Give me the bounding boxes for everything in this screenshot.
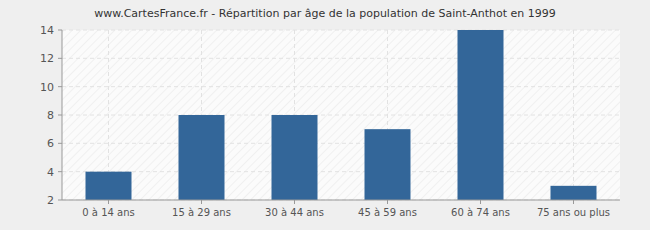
bars — [86, 30, 597, 200]
grid-line-vertical — [573, 30, 574, 200]
y-tick-label: 14 — [40, 24, 54, 37]
bar — [551, 186, 597, 200]
y-tick-label: 4 — [47, 166, 54, 179]
grid-line — [62, 200, 620, 201]
x-tick-mark — [294, 200, 295, 204]
title: www.CartesFrance.fr - Répartition par âg… — [94, 7, 556, 20]
grid-line — [62, 58, 620, 59]
background — [0, 0, 650, 230]
y-tick-label: 6 — [47, 137, 54, 150]
bar — [365, 129, 411, 200]
x-tick-label: 45 à 59 ans — [358, 207, 417, 218]
grid-line — [62, 30, 620, 31]
bar — [86, 172, 132, 200]
x-tick-mark — [201, 200, 202, 204]
y-tick-label: 12 — [40, 52, 54, 65]
x-tick-mark — [387, 200, 388, 204]
x-tick-label: 75 ans ou plus — [537, 207, 610, 218]
bar — [458, 30, 504, 200]
y-axis — [62, 30, 63, 200]
x-tick-mark — [108, 200, 109, 204]
plot-area — [62, 30, 620, 200]
y-tick-label: 10 — [40, 81, 54, 94]
tick-mark — [58, 30, 62, 31]
tick-mark — [58, 86, 62, 87]
x-tick-mark — [480, 200, 481, 204]
grid-line — [62, 115, 620, 116]
chart-svg: www.CartesFrance.fr - Répartition par âg… — [0, 0, 650, 230]
tick-mark — [58, 58, 62, 59]
x-tick-label: 0 à 14 ans — [82, 207, 134, 218]
x-tick-label: 15 à 29 ans — [172, 207, 231, 218]
grid-line — [62, 143, 620, 144]
x-axis — [62, 200, 620, 201]
x-tick-mark — [573, 200, 574, 204]
tick-mark — [58, 200, 62, 201]
grid-line — [62, 171, 620, 172]
y-tick-label: 2 — [47, 194, 54, 207]
x-tick-label: 30 à 44 ans — [265, 207, 324, 218]
tick-mark — [58, 171, 62, 172]
grid-line — [62, 86, 620, 87]
tick-mark — [58, 115, 62, 116]
x-tick-label: 60 à 74 ans — [451, 207, 510, 218]
y-tick-label: 8 — [47, 109, 54, 122]
tick-mark — [58, 143, 62, 144]
chart-container: www.CartesFrance.fr - Répartition par âg… — [0, 0, 650, 230]
bar — [272, 115, 318, 200]
bar — [179, 115, 225, 200]
